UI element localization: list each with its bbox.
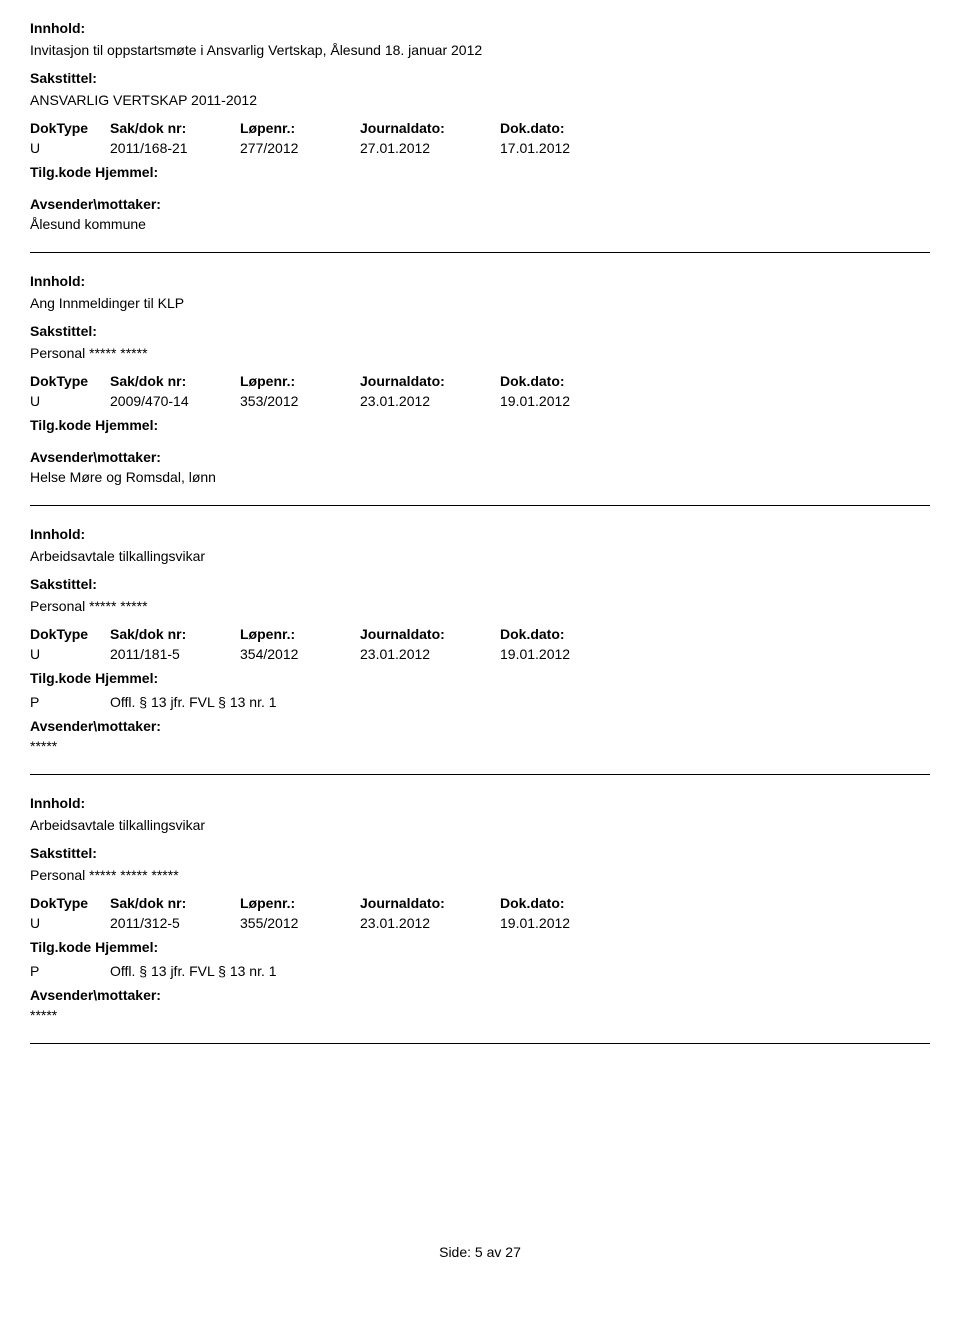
tilgkode-label: Tilg.kode Hjemmel: — [30, 939, 930, 955]
separator — [30, 1043, 930, 1044]
table-row: U 2011/312-5 355/2012 23.01.2012 19.01.2… — [30, 915, 930, 931]
col-lopenr-header: Løpenr.: — [240, 120, 360, 136]
col-sakdok-header: Sak/dok nr: — [110, 373, 240, 389]
innhold-label: Innhold: — [30, 273, 930, 289]
innhold-text: Invitasjon til oppstartsmøte i Ansvarlig… — [30, 42, 930, 58]
sakstittel-label: Sakstittel: — [30, 70, 930, 86]
col-doktype-header: DokType — [30, 120, 110, 136]
page-footer: Side: 5 av 27 — [30, 1244, 930, 1260]
hjemmel-row: P Offl. § 13 jfr. FVL § 13 nr. 1 — [30, 694, 930, 710]
record: Innhold: Ang Innmeldinger til KLP Saksti… — [30, 273, 930, 485]
sakstittel-text: Personal ***** ***** — [30, 345, 930, 361]
table-header: DokType Sak/dok nr: Løpenr.: Journaldato… — [30, 626, 930, 642]
avsender-label: Avsender\mottaker: — [30, 718, 930, 734]
dokdato-value: 19.01.2012 — [500, 646, 620, 662]
hjemmel-text: Offl. § 13 jfr. FVL § 13 nr. 1 — [110, 963, 277, 979]
sakdok-value: 2011/168-21 — [110, 140, 240, 156]
col-journal-header: Journaldato: — [360, 373, 500, 389]
dokdato-value: 19.01.2012 — [500, 915, 620, 931]
table-row: U 2009/470-14 353/2012 23.01.2012 19.01.… — [30, 393, 930, 409]
footer-total: 27 — [505, 1244, 521, 1260]
journal-value: 23.01.2012 — [360, 915, 500, 931]
table-header: DokType Sak/dok nr: Løpenr.: Journaldato… — [30, 373, 930, 389]
avsender-text: ***** — [30, 1007, 930, 1023]
separator — [30, 774, 930, 775]
record: Innhold: Invitasjon til oppstartsmøte i … — [30, 20, 930, 232]
col-journal-header: Journaldato: — [360, 626, 500, 642]
hjemmel-row: P Offl. § 13 jfr. FVL § 13 nr. 1 — [30, 963, 930, 979]
lopenr-value: 355/2012 — [240, 915, 360, 931]
journal-value: 23.01.2012 — [360, 646, 500, 662]
separator — [30, 252, 930, 253]
doktype-value: U — [30, 646, 110, 662]
col-dokdato-header: Dok.dato: — [500, 895, 620, 911]
footer-label: Side: — [439, 1244, 471, 1260]
lopenr-value: 353/2012 — [240, 393, 360, 409]
col-journal-header: Journaldato: — [360, 895, 500, 911]
separator — [30, 505, 930, 506]
innhold-label: Innhold: — [30, 526, 930, 542]
col-lopenr-header: Løpenr.: — [240, 373, 360, 389]
table-header: DokType Sak/dok nr: Løpenr.: Journaldato… — [30, 895, 930, 911]
sakdok-value: 2009/470-14 — [110, 393, 240, 409]
avsender-label: Avsender\mottaker: — [30, 196, 930, 212]
dokdato-value: 17.01.2012 — [500, 140, 620, 156]
col-dokdato-header: Dok.dato: — [500, 626, 620, 642]
sakdok-value: 2011/312-5 — [110, 915, 240, 931]
innhold-label: Innhold: — [30, 20, 930, 36]
col-sakdok-header: Sak/dok nr: — [110, 895, 240, 911]
innhold-text: Ang Innmeldinger til KLP — [30, 295, 930, 311]
record: Innhold: Arbeidsavtale tilkallingsvikar … — [30, 795, 930, 1023]
sakstittel-label: Sakstittel: — [30, 323, 930, 339]
table-row: U 2011/168-21 277/2012 27.01.2012 17.01.… — [30, 140, 930, 156]
avsender-text: Helse Møre og Romsdal, lønn — [30, 469, 930, 485]
lopenr-value: 354/2012 — [240, 646, 360, 662]
innhold-text: Arbeidsavtale tilkallingsvikar — [30, 817, 930, 833]
col-lopenr-header: Løpenr.: — [240, 626, 360, 642]
col-sakdok-header: Sak/dok nr: — [110, 120, 240, 136]
tilgkode-label: Tilg.kode Hjemmel: — [30, 164, 930, 180]
dokdato-value: 19.01.2012 — [500, 393, 620, 409]
lopenr-value: 277/2012 — [240, 140, 360, 156]
tilgkode-label: Tilg.kode Hjemmel: — [30, 417, 930, 433]
avsender-text: Ålesund kommune — [30, 216, 930, 232]
doktype-value: U — [30, 915, 110, 931]
sakstittel-label: Sakstittel: — [30, 576, 930, 592]
col-doktype-header: DokType — [30, 626, 110, 642]
col-journal-header: Journaldato: — [360, 120, 500, 136]
table-row: U 2011/181-5 354/2012 23.01.2012 19.01.2… — [30, 646, 930, 662]
hjemmel-code: P — [30, 963, 110, 979]
doktype-value: U — [30, 393, 110, 409]
avsender-text: ***** — [30, 738, 930, 754]
col-lopenr-header: Løpenr.: — [240, 895, 360, 911]
sakstittel-text: ANSVARLIG VERTSKAP 2011-2012 — [30, 92, 930, 108]
journal-value: 27.01.2012 — [360, 140, 500, 156]
col-sakdok-header: Sak/dok nr: — [110, 626, 240, 642]
col-doktype-header: DokType — [30, 373, 110, 389]
doktype-value: U — [30, 140, 110, 156]
sakstittel-label: Sakstittel: — [30, 845, 930, 861]
table-header: DokType Sak/dok nr: Løpenr.: Journaldato… — [30, 120, 930, 136]
sakstittel-text: Personal ***** ***** — [30, 598, 930, 614]
col-dokdato-header: Dok.dato: — [500, 120, 620, 136]
record: Innhold: Arbeidsavtale tilkallingsvikar … — [30, 526, 930, 754]
sakstittel-text: Personal ***** ***** ***** — [30, 867, 930, 883]
journal-value: 23.01.2012 — [360, 393, 500, 409]
col-dokdato-header: Dok.dato: — [500, 373, 620, 389]
innhold-text: Arbeidsavtale tilkallingsvikar — [30, 548, 930, 564]
innhold-label: Innhold: — [30, 795, 930, 811]
hjemmel-text: Offl. § 13 jfr. FVL § 13 nr. 1 — [110, 694, 277, 710]
footer-page: 5 — [475, 1244, 483, 1260]
hjemmel-code: P — [30, 694, 110, 710]
avsender-label: Avsender\mottaker: — [30, 449, 930, 465]
avsender-label: Avsender\mottaker: — [30, 987, 930, 1003]
footer-of: av — [487, 1244, 502, 1260]
sakdok-value: 2011/181-5 — [110, 646, 240, 662]
tilgkode-label: Tilg.kode Hjemmel: — [30, 670, 930, 686]
col-doktype-header: DokType — [30, 895, 110, 911]
